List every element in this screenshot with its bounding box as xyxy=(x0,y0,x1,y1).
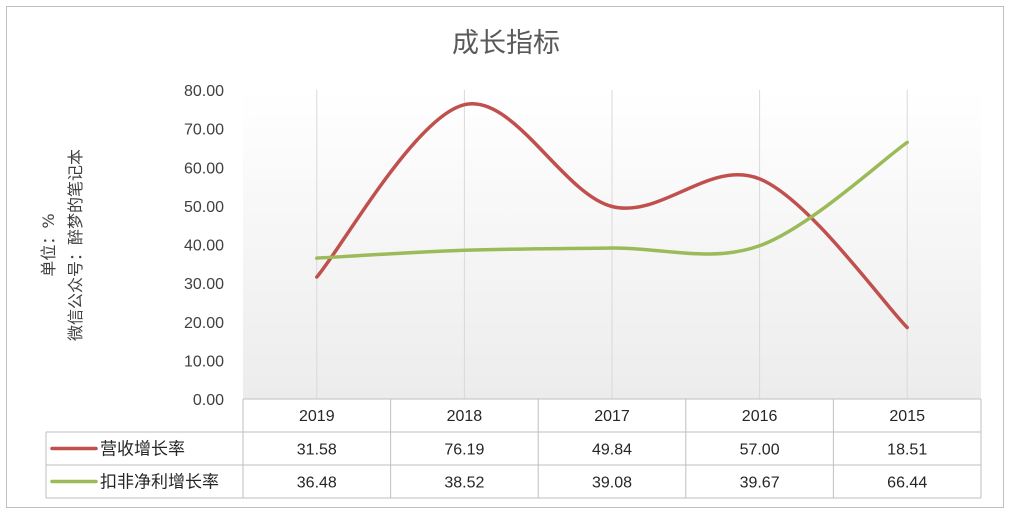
x-tick-label: 2018 xyxy=(447,408,483,425)
data-label: 39.08 xyxy=(592,475,632,492)
legend-label: 扣非净利增长率 xyxy=(100,473,219,493)
data-label: 31.58 xyxy=(297,442,337,459)
data-label: 66.44 xyxy=(887,475,927,492)
y-axis-label: 单位：% 微信公众号：醉梦的笔记本 xyxy=(39,149,85,341)
y-axis-label-line-1: 单位：% xyxy=(39,213,58,276)
y-axis-label-line-2: 微信公众号：醉梦的笔记本 xyxy=(66,149,85,341)
data-label: 38.52 xyxy=(444,475,484,492)
y-tick-label: 80.00 xyxy=(184,83,224,100)
y-axis-ticks: 0.00 10.00 20.00 30.00 40.00 50.00 60.00 70.00 8… xyxy=(184,83,224,409)
y-tick-label: 0.00 xyxy=(193,392,224,409)
y-tick-label: 50.00 xyxy=(184,199,224,216)
series-lines xyxy=(315,102,909,330)
series-line-2 xyxy=(315,140,909,260)
y-tick-label: 10.00 xyxy=(184,353,224,370)
legend-label: 营收增长率 xyxy=(100,440,185,460)
data-label: 76.19 xyxy=(444,442,484,459)
data-label: 39.67 xyxy=(740,475,780,492)
data-label: 57.00 xyxy=(740,442,780,459)
data-label: 18.51 xyxy=(887,442,927,459)
y-tick-label: 20.00 xyxy=(184,315,224,332)
y-tick-label: 60.00 xyxy=(184,160,224,177)
x-tick-label: 2019 xyxy=(299,408,335,425)
data-label: 49.84 xyxy=(592,442,632,459)
data-table: 2019 2018 2017 2016 2015 营收增长率 31.58 76.19 49.84… xyxy=(45,398,982,499)
x-tick-label: 2017 xyxy=(594,408,630,425)
data-label: 36.48 xyxy=(297,475,337,492)
x-tick-label: 2016 xyxy=(742,408,778,425)
y-tick-label: 30.00 xyxy=(184,276,224,293)
y-tick-label: 70.00 xyxy=(184,122,224,139)
chart-title: 成长指标 xyxy=(452,28,560,59)
x-tick-label: 2015 xyxy=(889,408,925,425)
y-tick-label: 40.00 xyxy=(184,238,224,255)
